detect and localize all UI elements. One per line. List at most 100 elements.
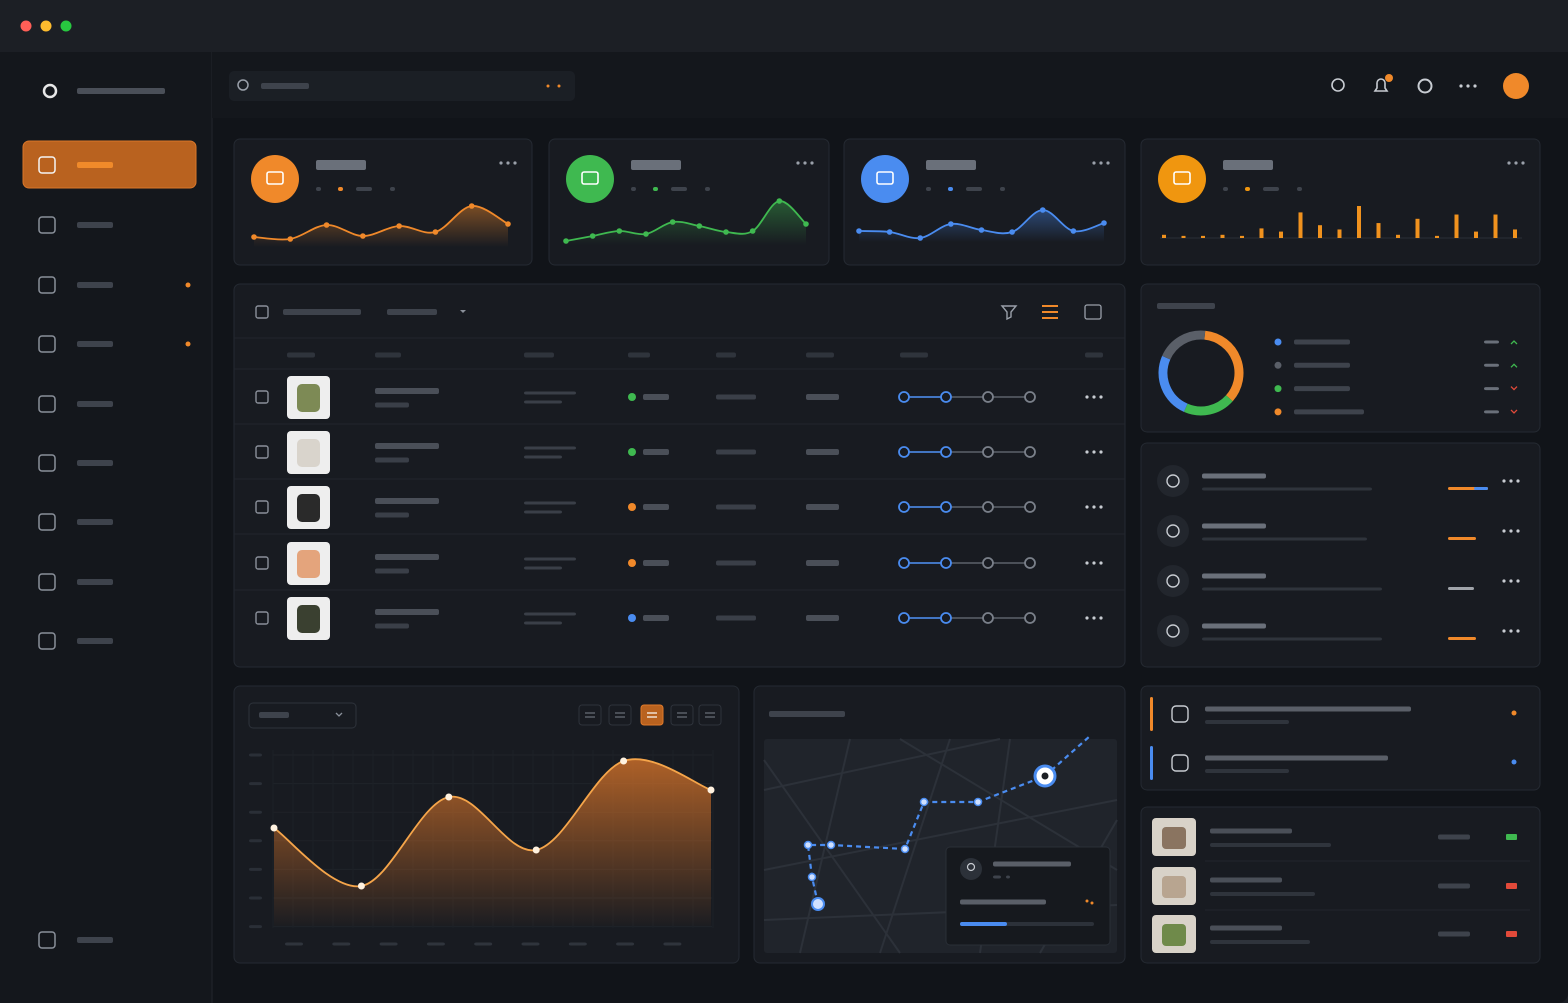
nav-icon[interactable]	[38, 454, 56, 472]
more-dot[interactable]	[1473, 84, 1477, 88]
search-button[interactable]	[1331, 78, 1345, 92]
stepper-step	[1024, 501, 1036, 513]
more-dot[interactable]	[1092, 616, 1096, 620]
more-dot[interactable]	[513, 161, 517, 165]
legend-dot	[1274, 361, 1282, 369]
more-dot[interactable]	[1099, 505, 1103, 509]
more-dot[interactable]	[1516, 579, 1520, 583]
more-dot[interactable]	[1085, 561, 1089, 565]
placeholder-text	[1202, 637, 1382, 641]
nav-icon[interactable]	[38, 931, 56, 949]
more-dot[interactable]	[1106, 161, 1110, 165]
more-dot[interactable]	[1085, 505, 1089, 509]
placeholder-text	[1484, 340, 1499, 344]
placeholder-text	[716, 560, 756, 566]
more-dot[interactable]	[1092, 505, 1096, 509]
more-dot[interactable]	[1085, 395, 1089, 399]
row-checkbox[interactable]	[255, 500, 269, 514]
line	[273, 758, 712, 887]
placeholder-text	[631, 187, 636, 191]
more-dot[interactable]	[1509, 529, 1513, 533]
placeholder-text	[1294, 386, 1350, 392]
more-dot[interactable]	[1514, 161, 1518, 165]
more-dot[interactable]	[1509, 479, 1513, 483]
more-dot[interactable]	[1502, 479, 1506, 483]
more-dot[interactable]	[796, 161, 800, 165]
placeholder-text	[316, 160, 366, 170]
chart-mode-button[interactable]	[608, 704, 632, 726]
chart-mode-button[interactable]	[670, 704, 694, 726]
more-dot[interactable]	[1092, 561, 1096, 565]
donut-segment	[1183, 395, 1233, 416]
more-dot[interactable]	[1085, 450, 1089, 454]
progress	[1448, 587, 1474, 590]
placeholder-text	[375, 443, 439, 449]
filter-button[interactable]	[1000, 305, 1018, 321]
row-checkbox[interactable]	[255, 556, 269, 570]
row-checkbox[interactable]	[255, 390, 269, 404]
nav-icon[interactable]	[38, 632, 56, 650]
row-checkbox[interactable]	[255, 611, 269, 625]
grid-view-button[interactable]	[1084, 304, 1102, 320]
more-dot[interactable]	[1507, 161, 1511, 165]
more-dot[interactable]	[1085, 616, 1089, 620]
chart-mode-button[interactable]	[698, 704, 722, 726]
close-button[interactable]	[20, 20, 32, 32]
nav-icon[interactable]	[38, 513, 56, 531]
more-dot[interactable]	[1092, 395, 1096, 399]
more-dot[interactable]	[1099, 450, 1103, 454]
more-dot[interactable]	[1516, 479, 1520, 483]
more-dot[interactable]	[1502, 579, 1506, 583]
more-dot[interactable]	[1521, 161, 1525, 165]
more-dot[interactable]	[803, 161, 807, 165]
more-dot[interactable]	[1466, 84, 1470, 88]
placeholder-text	[1245, 187, 1250, 191]
more-dot[interactable]	[1459, 84, 1463, 88]
notice-dot	[1511, 710, 1517, 716]
more-dot[interactable]	[1509, 629, 1513, 633]
nav-icon[interactable]	[38, 156, 56, 174]
more-dot[interactable]	[1099, 395, 1103, 399]
select-all-checkbox[interactable]	[255, 305, 269, 319]
nav-icon[interactable]	[38, 395, 56, 413]
more-dot[interactable]	[810, 161, 814, 165]
chart-mode-button[interactable]	[578, 704, 602, 726]
placeholder-text	[1202, 587, 1382, 591]
nav-icon[interactable]	[38, 573, 56, 591]
more-dot[interactable]	[499, 161, 503, 165]
nav-icon[interactable]	[38, 276, 56, 294]
data-point	[532, 846, 540, 854]
placeholder-text	[1202, 487, 1372, 491]
placeholder-text	[524, 557, 576, 561]
more-dot[interactable]	[1099, 561, 1103, 565]
notification-button[interactable]	[1373, 78, 1389, 92]
data-point	[620, 757, 628, 765]
more-dot[interactable]	[1516, 529, 1520, 533]
more-dot[interactable]	[1502, 629, 1506, 633]
more-dot[interactable]	[1516, 629, 1520, 633]
settings-button[interactable]	[1417, 78, 1433, 94]
maximize-button[interactable]	[60, 20, 72, 32]
placeholder-text	[1202, 473, 1266, 479]
more-dot[interactable]	[1509, 579, 1513, 583]
search-box[interactable]	[229, 71, 575, 101]
period-select[interactable]	[248, 702, 357, 729]
more-dot[interactable]	[506, 161, 510, 165]
placeholder-text	[249, 810, 262, 814]
chart-mode-button[interactable]	[640, 704, 664, 726]
placeholder-text	[716, 352, 736, 358]
row-checkbox[interactable]	[255, 445, 269, 459]
more-dot[interactable]	[1502, 529, 1506, 533]
avatar[interactable]	[1503, 73, 1529, 99]
more-dot[interactable]	[1092, 450, 1096, 454]
kpi-icon	[1158, 155, 1206, 203]
nav-icon[interactable]	[38, 216, 56, 234]
more-dot[interactable]	[1099, 161, 1103, 165]
more-dot[interactable]	[1099, 616, 1103, 620]
nav-icon[interactable]	[38, 335, 56, 353]
kpi-icon	[566, 155, 614, 203]
dropdown-caret[interactable]	[460, 310, 466, 313]
more-dot[interactable]	[1092, 161, 1096, 165]
minimize-button[interactable]	[40, 20, 52, 32]
placeholder-text	[1438, 931, 1470, 937]
